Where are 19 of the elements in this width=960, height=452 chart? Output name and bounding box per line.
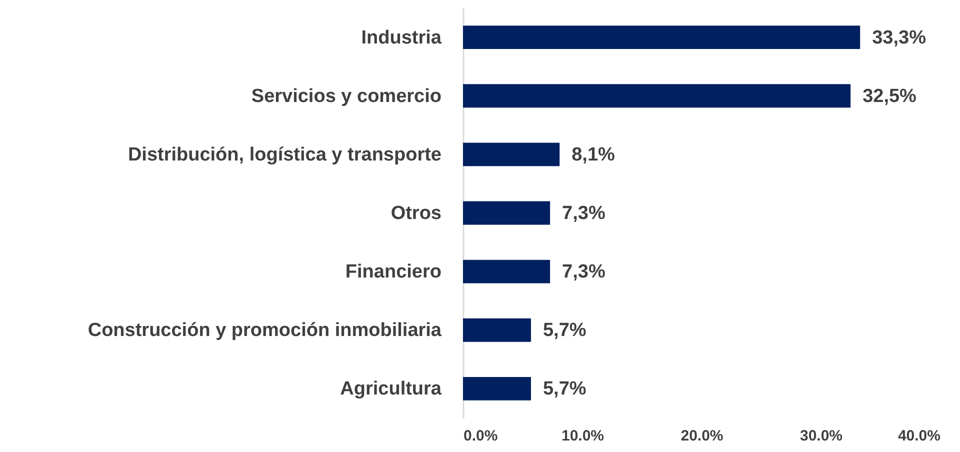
y-tick-label: Otros <box>390 203 442 224</box>
x-tick-label: 10.0% <box>561 428 604 444</box>
data-label: 5,7% <box>542 320 586 342</box>
x-tick-label: 30.0% <box>800 428 843 444</box>
data-label: 32,5% <box>862 86 917 107</box>
y-tick-label: Distribución, logística y transporte <box>128 144 442 166</box>
data-label: 33,3% <box>872 27 926 48</box>
y-tick-label: Financiero <box>345 262 442 283</box>
data-label: 7,3% <box>562 262 606 283</box>
y-tick-label: Agricultura <box>340 378 442 400</box>
x-tick-label: 40.0% <box>898 428 940 444</box>
x-tick-label: 0.0% <box>464 428 498 444</box>
y-tick-label: Industria <box>361 27 442 48</box>
x-tick-label: 20.0% <box>680 428 724 444</box>
data-label: 5,7% <box>542 378 586 400</box>
y-tick-label: Construcción y promoción inmobiliaria <box>88 320 442 342</box>
data-label: 7,3% <box>562 203 606 224</box>
y-tick-label: Servicios y comercio <box>251 86 442 107</box>
data-label: 8,1% <box>572 144 616 166</box>
